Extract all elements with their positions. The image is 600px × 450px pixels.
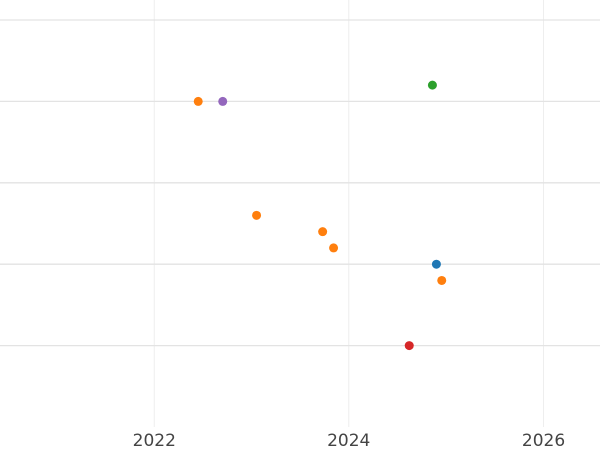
- data-point-3: [252, 210, 262, 220]
- data-point-1: [193, 96, 203, 106]
- grid: [0, 0, 600, 427]
- data-point-2: [218, 96, 228, 106]
- data-point-6: [404, 341, 414, 351]
- x-tick-labels: 2022 2024 2026: [133, 431, 566, 450]
- data-points: [193, 80, 447, 351]
- data-point-7: [427, 80, 437, 90]
- data-point-5: [329, 243, 339, 253]
- data-point-9: [437, 275, 447, 285]
- x-tick-label: 2022: [133, 431, 176, 450]
- data-point-8: [431, 259, 441, 269]
- data-point-4: [318, 227, 328, 237]
- x-tick-label: 2024: [327, 431, 370, 450]
- x-tick-label: 2026: [522, 431, 565, 450]
